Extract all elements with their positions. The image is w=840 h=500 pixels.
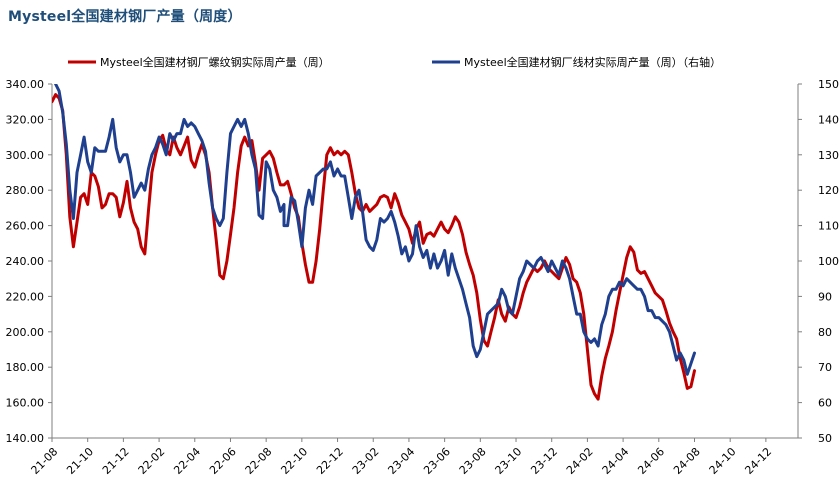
y-right-tick-label: 50	[818, 432, 832, 445]
x-tick-label: 24-12	[742, 445, 774, 477]
x-tick-label: 22-08	[243, 445, 275, 477]
y-right-tick-label: 60	[818, 397, 832, 410]
legend-rebar-label: Mysteel全国建材钢厂螺纹钢实际周产量（周）	[100, 55, 330, 69]
wire-rod-series-line	[54, 84, 696, 376]
y-left-tick-label: 160.00	[6, 397, 45, 410]
y-left-tick-label: 220.00	[6, 290, 45, 303]
x-tick-label: 22-06	[207, 445, 239, 477]
x-tick-label: 24-06	[635, 445, 667, 477]
x-tick-label: 24-10	[707, 445, 739, 477]
y-left-tick-label: 140.00	[6, 432, 45, 445]
y-right-tick-label: 110	[818, 220, 839, 233]
x-tick-label: 21-10	[64, 445, 96, 477]
x-tick-label: 22-02	[136, 445, 168, 477]
x-tick-label: 24-08	[671, 445, 703, 477]
x-tick-label: 23-12	[528, 445, 560, 477]
y-left-tick-label: 240.00	[6, 255, 45, 268]
x-tick-label: 22-10	[278, 445, 310, 477]
y-left-tick-label: 200.00	[6, 326, 45, 339]
y-right-tick-label: 70	[818, 361, 832, 374]
y-right-tick-label: 120	[818, 184, 839, 197]
y-right-tick-label: 140	[818, 113, 839, 126]
x-tick-label: 22-04	[171, 445, 203, 477]
y-right-tick-label: 100	[818, 255, 839, 268]
y-left-tick-label: 300.00	[6, 149, 45, 162]
series-group	[52, 84, 696, 401]
legend-wire-rod-label: Mysteel全国建材钢厂线材实际周产量（周）（右轴）	[464, 55, 721, 69]
x-tick-label: 23-04	[385, 445, 417, 477]
x-tick-label: 23-10	[493, 445, 525, 477]
x-tick-label: 24-02	[564, 445, 596, 477]
y-left-tick-label: 340.00	[6, 78, 45, 91]
y-left-tick-label: 260.00	[6, 220, 45, 233]
x-tick-label: 21-08	[29, 445, 61, 477]
chart-layer: 140.00 160.00 180.00 200.00 220.00 240.00 260.…	[6, 55, 840, 477]
x-tick-label: 23-06	[421, 445, 453, 477]
y-right-tick-label: 130	[818, 149, 839, 162]
y-left-tick-label: 280.00	[6, 184, 45, 197]
y-right-tick-label: 150	[818, 78, 839, 91]
y-right-tick-label: 90	[818, 290, 832, 303]
x-tick-label: 24-04	[600, 445, 632, 477]
x-tick-label: 21-12	[100, 445, 132, 477]
x-tick-label: 23-02	[350, 445, 382, 477]
y-left-tick-label: 320.00	[6, 113, 45, 126]
x-tick-label: 22-12	[314, 445, 346, 477]
page-title: Mysteel全国建材钢厂产量（周度）	[8, 9, 242, 25]
y-left-tick-label: 180.00	[6, 361, 45, 374]
y-right-tick-label: 80	[818, 326, 832, 339]
x-tick-label: 23-08	[457, 445, 489, 477]
